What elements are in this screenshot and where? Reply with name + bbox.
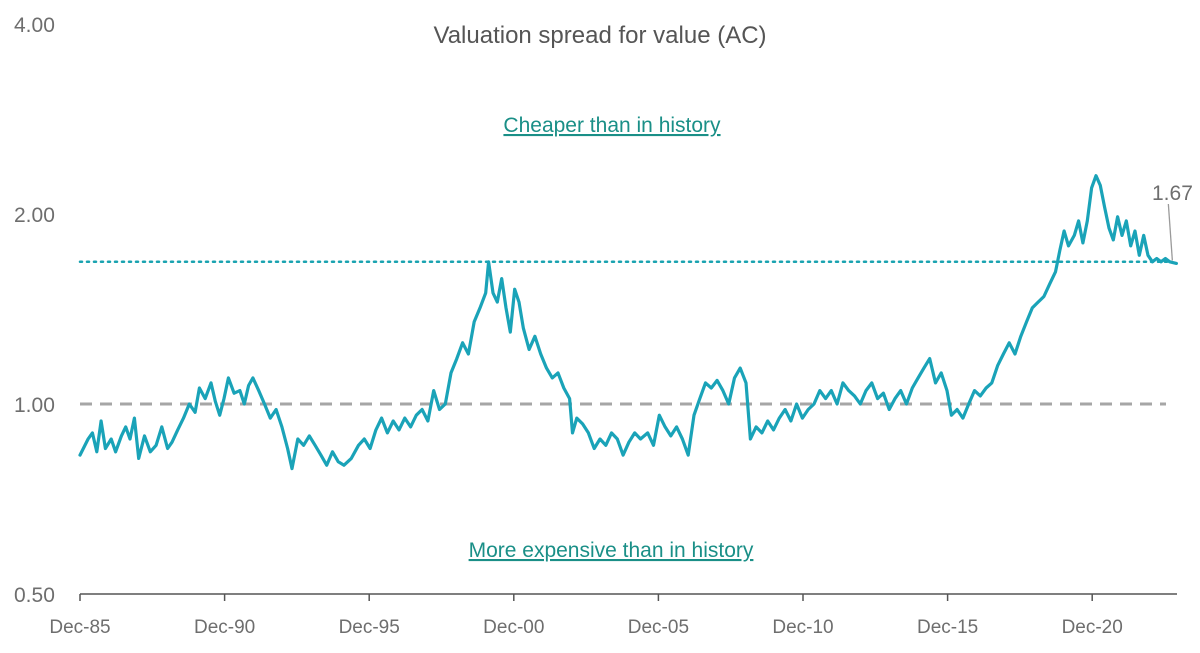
x-tick-label: Dec-20 (1062, 617, 1123, 638)
axes (79, 593, 1177, 601)
series-layer (78, 174, 1178, 471)
end-value-label: 1.67 (1152, 182, 1193, 205)
expensive-annotation: More expensive than in history (469, 539, 754, 562)
x-tick-label: Dec-10 (772, 617, 833, 638)
x-tick-label: Dec-85 (49, 617, 110, 638)
labels: Dec-85 Dec-90 Dec-95 Dec-00 Dec-05 Dec-10 Dec-… (14, 14, 1193, 638)
y-tick-label: 2.00 (14, 204, 55, 227)
y-tick-label: 4.00 (14, 14, 55, 37)
x-tick-label: Dec-15 (917, 617, 978, 638)
y-tick-label: 0.50 (14, 584, 55, 607)
cheaper-annotation: Cheaper than in history (503, 114, 721, 137)
x-tick-label: Dec-90 (194, 617, 255, 638)
end-label-leader (1167, 203, 1174, 261)
series-line-0 (78, 174, 1178, 471)
reference-lines (78, 260, 1172, 406)
chart-title: Valuation spread for value (AC) (433, 22, 766, 49)
x-tick-label: Dec-00 (483, 617, 544, 638)
y-tick-label: 1.00 (14, 394, 55, 417)
x-tick-label: Dec-05 (628, 617, 689, 638)
x-tick-label: Dec-95 (339, 617, 400, 638)
